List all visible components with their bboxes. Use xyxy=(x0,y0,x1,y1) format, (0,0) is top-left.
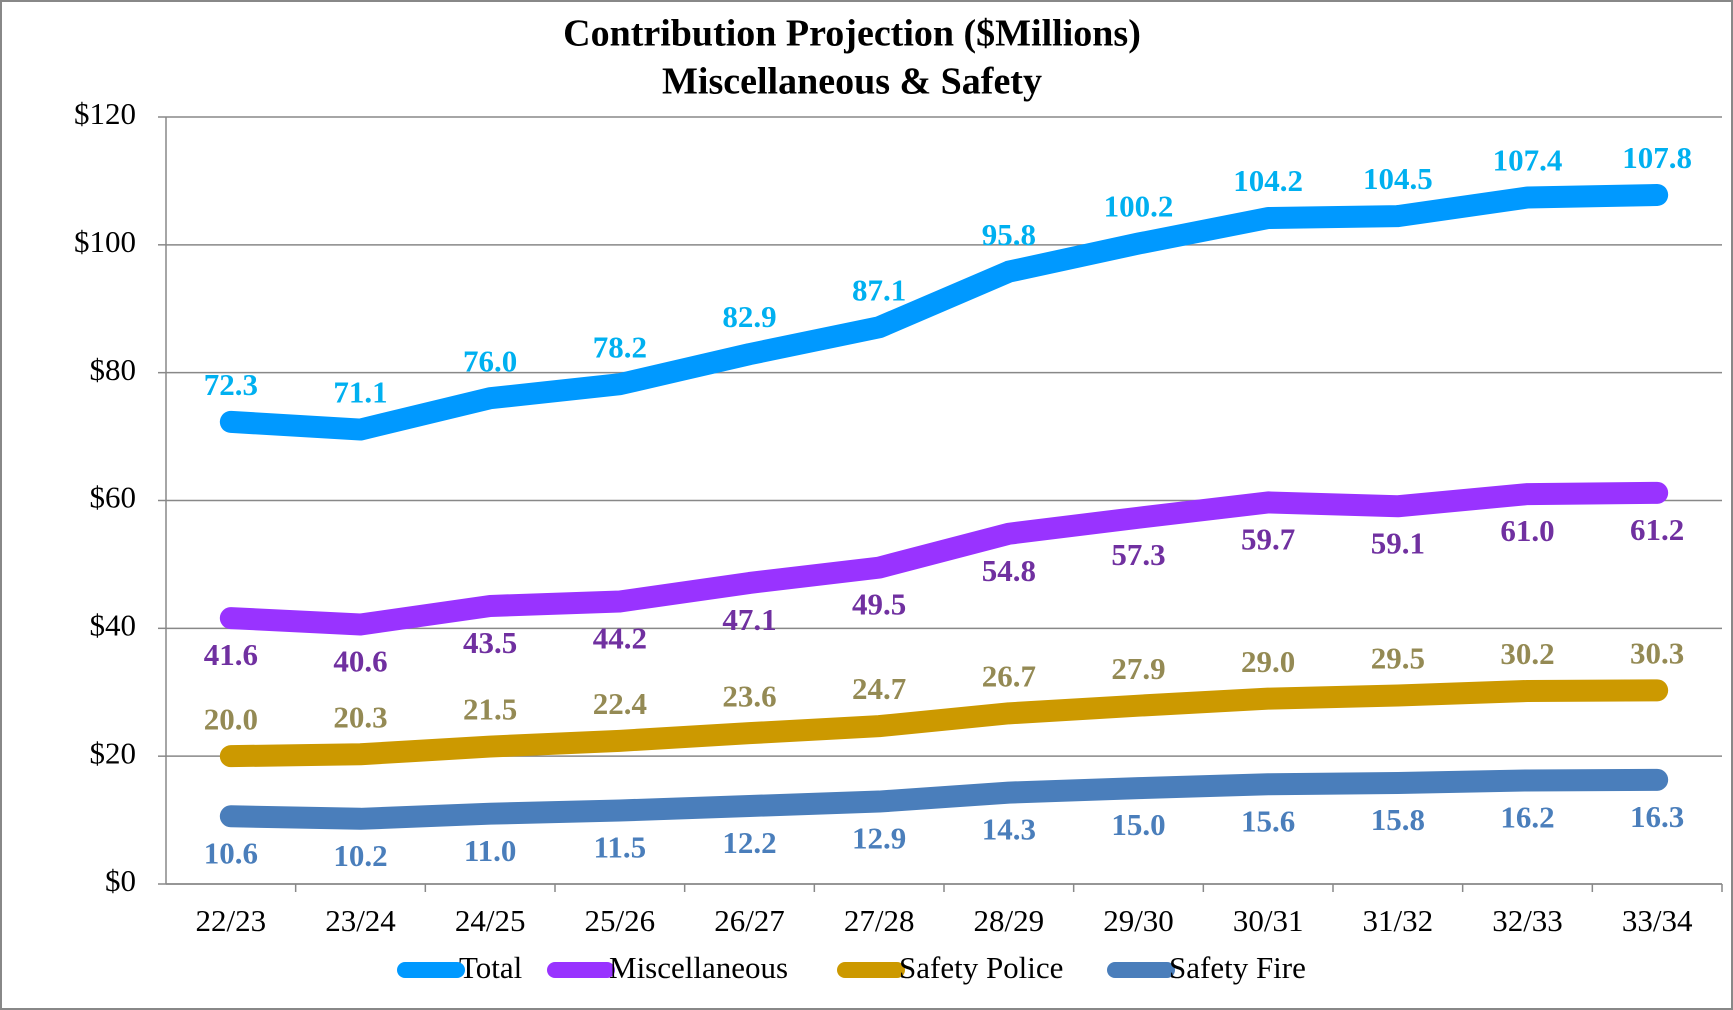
data-label: 82.9 xyxy=(722,299,776,334)
legend-label: Total xyxy=(459,950,522,985)
x-tick-label: 25/26 xyxy=(585,903,656,938)
y-tick-label: $80 xyxy=(90,352,137,387)
y-tick-label: $120 xyxy=(74,96,136,131)
data-label: 30.2 xyxy=(1500,636,1554,671)
data-label: 30.3 xyxy=(1630,635,1684,670)
legend-label: Safety Police xyxy=(899,950,1063,985)
series-line xyxy=(219,679,1669,768)
series-line xyxy=(219,768,1669,830)
x-tick-label: 29/30 xyxy=(1103,903,1174,938)
x-tick-label: 30/31 xyxy=(1233,903,1304,938)
x-tick-label: 33/34 xyxy=(1622,903,1693,938)
chart-subtitle: Miscellaneous & Safety xyxy=(662,61,1042,103)
y-tick-label: $40 xyxy=(90,607,137,642)
data-label: 11.5 xyxy=(594,830,647,865)
data-label: 29.0 xyxy=(1241,644,1295,679)
data-label: 29.5 xyxy=(1371,641,1425,676)
data-label: 104.5 xyxy=(1363,161,1433,196)
data-label: 59.7 xyxy=(1241,522,1295,557)
chart-title: Contribution Projection ($Millions) xyxy=(563,13,1141,55)
data-label: 26.7 xyxy=(982,658,1036,693)
data-label: 104.2 xyxy=(1233,163,1303,198)
y-tick-label: $0 xyxy=(105,863,136,898)
data-label: 27.9 xyxy=(1111,651,1165,686)
data-label: 100.2 xyxy=(1104,189,1174,224)
data-label: 12.9 xyxy=(852,821,906,856)
series-line xyxy=(219,481,1669,636)
data-label: 21.5 xyxy=(463,692,517,727)
data-label: 107.4 xyxy=(1493,143,1563,178)
data-label: 78.2 xyxy=(593,329,647,364)
data-label: 10.2 xyxy=(333,838,387,873)
x-tick-label: 23/24 xyxy=(325,903,396,938)
x-tick-label: 32/33 xyxy=(1492,903,1563,938)
data-label: 72.3 xyxy=(204,367,258,402)
data-label: 40.6 xyxy=(333,644,387,679)
x-tick-label: 26/27 xyxy=(714,903,785,938)
data-label: 41.6 xyxy=(204,637,258,672)
data-label: 71.1 xyxy=(333,375,387,410)
data-label: 11.0 xyxy=(464,833,517,868)
data-label: 20.0 xyxy=(204,701,258,736)
data-label: 16.2 xyxy=(1500,800,1554,835)
legend-label: Miscellaneous xyxy=(609,950,788,985)
data-label: 23.6 xyxy=(722,678,776,713)
data-label: 20.3 xyxy=(333,699,387,734)
data-label: 43.5 xyxy=(463,625,517,660)
data-label: 47.1 xyxy=(722,602,776,637)
data-label: 87.1 xyxy=(852,272,906,307)
data-label: 15.8 xyxy=(1371,802,1425,837)
data-label: 61.0 xyxy=(1500,513,1554,548)
data-label: 76.0 xyxy=(463,343,517,378)
y-tick-label: $60 xyxy=(90,480,137,515)
data-label: 59.1 xyxy=(1371,525,1425,560)
data-label: 54.8 xyxy=(982,553,1036,588)
data-label: 57.3 xyxy=(1111,537,1165,572)
x-tick-label: 27/28 xyxy=(844,903,915,938)
y-tick-label: $100 xyxy=(74,224,136,259)
series-line xyxy=(219,183,1669,441)
data-label: 22.4 xyxy=(593,686,647,721)
data-label: 44.2 xyxy=(593,621,647,656)
legend-label: Safety Fire xyxy=(1169,950,1306,985)
data-label: 95.8 xyxy=(982,217,1036,252)
x-tick-label: 24/25 xyxy=(455,903,526,938)
x-tick-label: 31/32 xyxy=(1363,903,1434,938)
data-label: 14.3 xyxy=(982,812,1036,847)
data-label: 10.6 xyxy=(204,835,258,870)
x-tick-label: 22/23 xyxy=(196,903,267,938)
data-label: 24.7 xyxy=(852,671,906,706)
data-label: 12.2 xyxy=(722,825,776,860)
data-label: 15.6 xyxy=(1241,803,1295,838)
data-label: 16.3 xyxy=(1630,799,1684,834)
data-label: 61.2 xyxy=(1630,512,1684,547)
data-label: 15.0 xyxy=(1111,807,1165,842)
x-tick-label: 28/29 xyxy=(974,903,1045,938)
data-label: 107.8 xyxy=(1622,140,1692,175)
data-label: 49.5 xyxy=(852,587,906,622)
y-tick-label: $20 xyxy=(90,735,137,770)
